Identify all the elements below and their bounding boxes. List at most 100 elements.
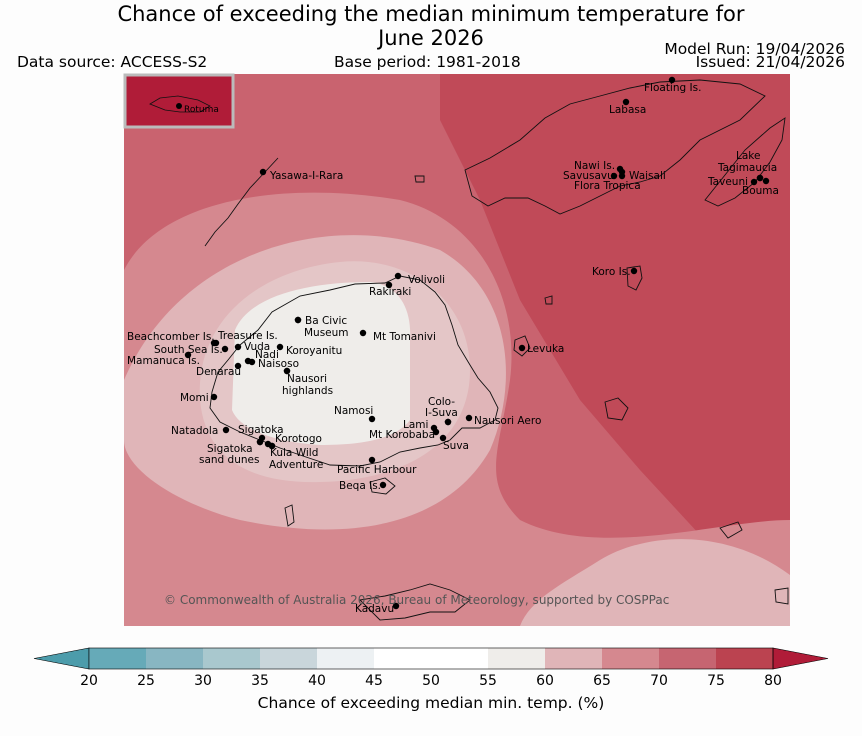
place-marker <box>394 272 402 280</box>
place-marker <box>294 316 302 324</box>
place-label: Kadavu <box>355 603 394 615</box>
colorbar-label: Chance of exceeding median min. temp. (%… <box>258 694 605 712</box>
colorbar-tick-label: 70 <box>650 673 668 689</box>
vanua-levu-coast <box>464 79 766 215</box>
place-marker <box>248 358 256 366</box>
place-label: Museum <box>304 327 349 339</box>
place-label: Sigatoka <box>238 424 284 436</box>
place-marker <box>756 174 764 182</box>
place-label: Vuda <box>244 341 270 353</box>
place-label: South Sea Is. <box>154 344 223 356</box>
colorbar-under-arrow <box>33 647 90 670</box>
place-label: Bouma <box>742 185 779 197</box>
colorbar-tick-label: 35 <box>251 673 269 689</box>
place-label: Mt Korobaba <box>369 429 435 441</box>
place-label: Rakiraki <box>369 286 411 298</box>
colorbar-segment <box>716 648 773 669</box>
colorbar-over-arrow <box>772 647 829 670</box>
data-source-label: Data source: ACCESS-S2 <box>17 53 208 71</box>
place-label: Lake <box>736 150 760 162</box>
colorbar-tick-label: 20 <box>80 673 98 689</box>
place-marker <box>432 428 440 436</box>
title-line-2: June 2026 <box>378 26 484 50</box>
place-label: Flora Tropica <box>574 180 641 192</box>
place-label: Koroyanitu <box>286 345 342 357</box>
place-marker <box>668 76 676 84</box>
small-island-4 <box>414 175 425 183</box>
place-marker <box>368 415 376 423</box>
place-marker <box>222 426 230 434</box>
colorbar-segment <box>488 648 545 669</box>
title-line-1: Chance of exceeding the median minimum t… <box>117 2 745 26</box>
place-marker <box>610 172 618 180</box>
place-marker <box>444 418 452 426</box>
colorbar-segment <box>602 648 659 669</box>
place-label: Waisali <box>629 170 666 182</box>
small-island-1 <box>284 504 295 527</box>
base-period-label: Base period: 1981-2018 <box>334 53 521 71</box>
model-run-label: Model Run: 19/04/2026 <box>664 40 845 58</box>
place-marker <box>630 267 638 275</box>
place-marker <box>762 177 770 185</box>
place-label: Treasure Is. <box>217 330 278 342</box>
place-marker <box>221 345 229 353</box>
place-label: Sigatoka <box>207 443 253 455</box>
place-label: Beqa Is. <box>339 480 381 492</box>
colorbar-tick-label: 30 <box>194 673 212 689</box>
colorbar-segment <box>89 648 146 669</box>
colorbar-frame <box>88 647 774 670</box>
place-label: Koro Is. <box>592 266 631 278</box>
place-label: Levuka <box>527 343 564 355</box>
place-label: highlands <box>282 385 333 397</box>
place-marker <box>212 339 220 347</box>
colorbar-tick-label: 80 <box>764 673 782 689</box>
place-marker <box>234 362 242 370</box>
place-marker <box>465 414 473 422</box>
colorbar-segment <box>659 648 716 669</box>
place-marker <box>379 481 387 489</box>
place-marker <box>283 367 291 375</box>
place-label: Korotogo <box>275 433 322 445</box>
place-marker <box>268 442 276 450</box>
place-label: Nawi Is. <box>574 160 615 172</box>
colorbar-segment <box>545 648 602 669</box>
colorbar-segment <box>374 648 431 669</box>
place-marker <box>392 602 400 610</box>
place-label: Nadi <box>255 349 279 361</box>
place-marker <box>276 343 284 351</box>
place-label: Suva <box>443 440 469 452</box>
place-marker <box>210 393 218 401</box>
place-marker <box>256 438 264 446</box>
place-label: Tagimaucia <box>717 162 777 174</box>
place-label: Nausori <box>287 373 327 385</box>
colorbar: 20 25 30 35 40 45 50 55 60 65 70 75 80 <box>33 647 829 689</box>
colorbar-segment <box>146 648 203 669</box>
ovalau-coast <box>513 335 531 357</box>
place-label: sand dunes <box>199 454 259 466</box>
place-label: Pacific Harbour <box>337 464 417 476</box>
place-label: I-Suva <box>425 407 458 419</box>
place-label: Colo- <box>428 396 455 408</box>
place-label: Volivoli <box>408 274 445 286</box>
colorbar-segment <box>203 648 260 669</box>
colorbar-tick-label: 45 <box>365 673 383 689</box>
place-marker <box>359 329 367 337</box>
place-label: Beachcomber Is. <box>127 331 215 343</box>
taveuni-coast <box>704 117 786 207</box>
viti-levu-coast <box>209 275 499 467</box>
koro-coast <box>626 265 643 291</box>
place-marker <box>750 178 758 186</box>
colorbar-segment <box>317 648 374 669</box>
place-label: Adventure <box>269 459 323 471</box>
kadavu-coast <box>359 583 471 621</box>
place-label: Labasa <box>609 104 646 116</box>
place-marker <box>184 351 192 359</box>
colorbar-tick-label: 25 <box>137 673 155 689</box>
inset-map: Rotuma <box>123 73 235 129</box>
map-title: Chance of exceeding the median minimum t… <box>0 2 862 50</box>
colorbar-tick-label: 55 <box>479 673 497 689</box>
place-marker <box>234 343 242 351</box>
place-label: Ba Civic <box>305 315 347 327</box>
place-label: Kula Wild <box>270 447 318 459</box>
